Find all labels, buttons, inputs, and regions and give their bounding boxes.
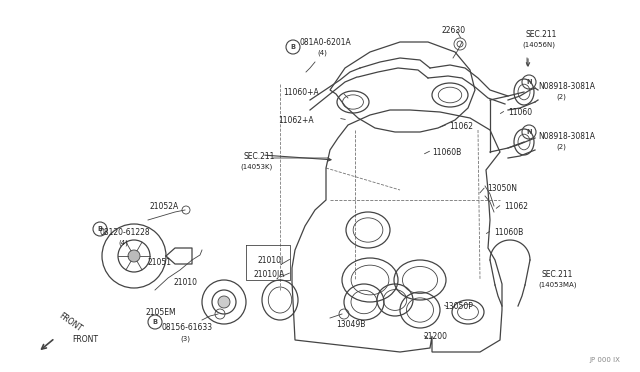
Text: 11060+A: 11060+A (283, 88, 319, 97)
Text: 11062+A: 11062+A (278, 116, 314, 125)
Text: 13050N: 13050N (487, 184, 517, 193)
Text: SEC.211: SEC.211 (542, 270, 573, 279)
Text: 08120-61228: 08120-61228 (100, 228, 150, 237)
Text: 21010: 21010 (174, 278, 198, 287)
Text: 13049B: 13049B (336, 320, 365, 329)
Text: (4): (4) (317, 50, 327, 57)
Text: (2): (2) (556, 94, 566, 100)
Text: SEC.211: SEC.211 (525, 30, 556, 39)
Text: N08918-3081A: N08918-3081A (538, 82, 595, 91)
Text: 11060B: 11060B (494, 228, 524, 237)
Text: FRONT: FRONT (57, 312, 83, 334)
Circle shape (128, 250, 140, 262)
Circle shape (218, 296, 230, 308)
Text: 21010J: 21010J (258, 256, 284, 265)
Text: 081A0-6201A: 081A0-6201A (299, 38, 351, 47)
Text: 21052A: 21052A (150, 202, 179, 211)
Text: (4): (4) (118, 240, 128, 247)
Text: 08156-61633: 08156-61633 (162, 323, 213, 332)
Text: 22630: 22630 (441, 26, 465, 35)
Text: JP 000 IX: JP 000 IX (589, 357, 620, 363)
Text: SEC.211: SEC.211 (243, 152, 275, 161)
Text: N: N (526, 79, 532, 85)
Text: 21200: 21200 (424, 332, 448, 341)
Text: (14056N): (14056N) (522, 42, 555, 48)
Text: 2105EM: 2105EM (145, 308, 175, 317)
Text: 21010JA: 21010JA (254, 270, 285, 279)
Text: (2): (2) (556, 144, 566, 151)
Text: B: B (152, 319, 157, 325)
Text: B: B (291, 44, 296, 50)
Text: FRONT: FRONT (72, 335, 98, 344)
Text: (14053K): (14053K) (240, 163, 272, 170)
Text: N08918-3081A: N08918-3081A (538, 132, 595, 141)
Text: 21051: 21051 (148, 258, 172, 267)
Text: B: B (97, 226, 102, 232)
Text: 11062: 11062 (449, 122, 473, 131)
Text: (14053MA): (14053MA) (538, 282, 577, 289)
Text: N: N (526, 129, 532, 135)
Text: 11060: 11060 (508, 108, 532, 117)
Text: 11062: 11062 (504, 202, 528, 211)
Text: 13050P: 13050P (444, 302, 473, 311)
Text: 11060B: 11060B (432, 148, 461, 157)
Text: (3): (3) (180, 335, 190, 341)
